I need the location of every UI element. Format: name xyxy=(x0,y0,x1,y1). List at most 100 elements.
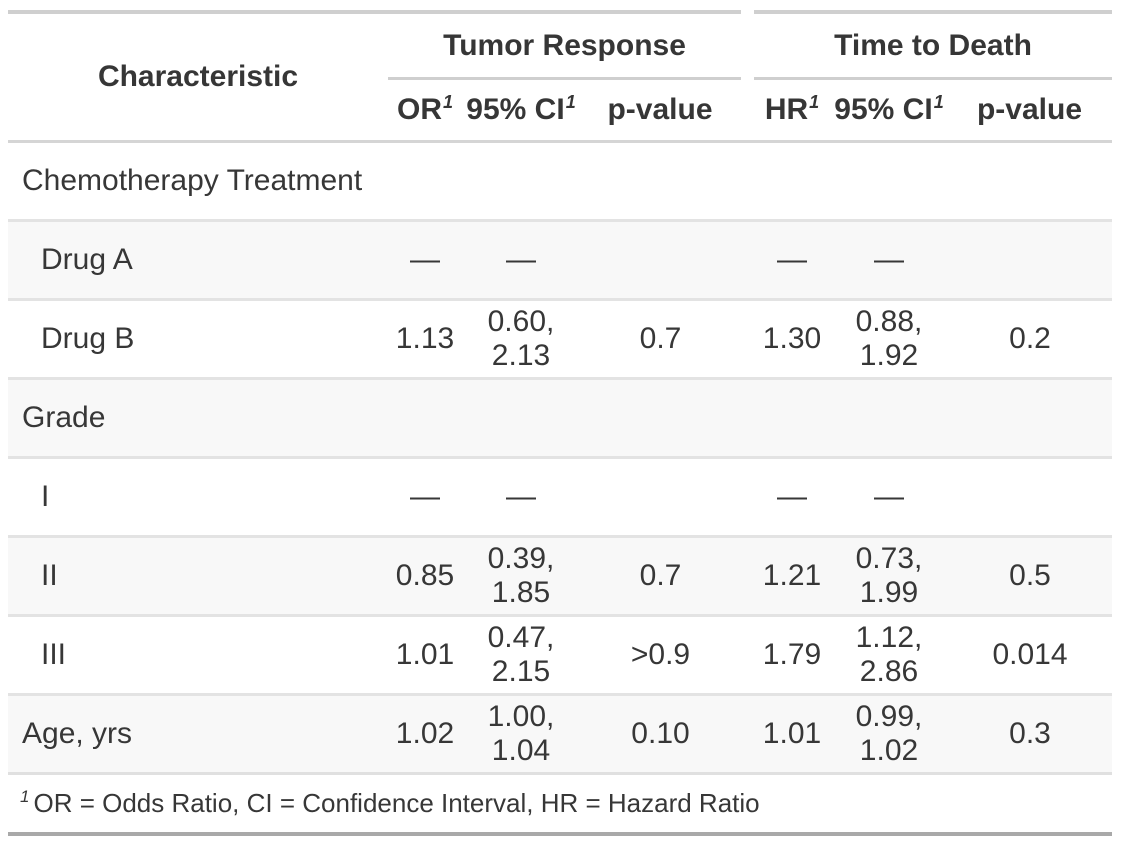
value-cell: — xyxy=(388,456,462,537)
column-group-gap xyxy=(741,12,754,143)
value-cell xyxy=(462,377,580,458)
value-cell: 1.01 xyxy=(388,614,462,695)
characteristic-header: Characteristic xyxy=(8,10,388,143)
value-cell: 0.2 xyxy=(948,298,1112,379)
column-gap xyxy=(741,142,754,221)
column-header-label: OR xyxy=(396,93,442,126)
spanner-time-to-death: Time to Death xyxy=(754,10,1112,80)
value-cell: 0.3 xyxy=(948,693,1112,774)
value-cell: — xyxy=(462,456,580,537)
column-header-row: OR1 95% CI1 p-value HR1 95% CI1 p-value xyxy=(8,78,1112,143)
table-wrapper: Characteristic Tumor Response Time to De… xyxy=(8,10,1112,836)
value-cell: 1.12, 2.86 xyxy=(830,614,948,695)
value-cell: 0.85 xyxy=(388,535,462,616)
value-cell: — xyxy=(830,456,948,537)
value-cell: 0.014 xyxy=(948,614,1112,695)
value-cell: >0.9 xyxy=(580,614,741,695)
footnote-mark xyxy=(1082,92,1083,112)
value-cell xyxy=(580,142,741,221)
value-cell xyxy=(580,219,741,300)
column-header-or: OR1 xyxy=(388,78,462,143)
table-row: Chemotherapy Treatment xyxy=(8,142,1112,221)
value-cell: — xyxy=(830,219,948,300)
value-cell: 0.73, 1.99 xyxy=(830,535,948,616)
column-gap xyxy=(741,219,754,300)
value-cell: 0.47, 2.15 xyxy=(462,614,580,695)
footnote: 1 OR = Odds Ratio, CI = Confidence Interv… xyxy=(8,772,1112,836)
row-label: Chemotherapy Treatment xyxy=(22,164,363,197)
table-row: Drug A — — — — xyxy=(8,219,1112,300)
row-label: III xyxy=(8,614,388,695)
value-cell xyxy=(830,377,948,458)
value-cell xyxy=(948,142,1112,221)
table-row: III 1.01 0.47, 2.15 >0.9 1.79 1.12, 2.86 0.014 xyxy=(8,614,1112,695)
value-cell: 0.99, 1.02 xyxy=(830,693,948,774)
row-label: II xyxy=(8,535,388,616)
value-cell: 0.5 xyxy=(948,535,1112,616)
spanner-row: Characteristic Tumor Response Time to De… xyxy=(8,10,1112,143)
value-cell xyxy=(948,219,1112,300)
value-cell xyxy=(830,142,948,221)
column-header-label: HR xyxy=(764,93,809,126)
value-cell xyxy=(948,377,1112,458)
value-cell xyxy=(580,456,741,537)
value-cell: 0.7 xyxy=(580,535,741,616)
value-cell: — xyxy=(388,219,462,300)
column-header-ci-tumor: 95% CI1 xyxy=(462,78,580,143)
value-cell: 1.00, 1.04 xyxy=(462,693,580,774)
value-cell: 0.7 xyxy=(580,298,741,379)
value-cell: 0.88, 1.92 xyxy=(830,298,948,379)
value-cell: 1.01 xyxy=(754,693,830,774)
column-header-label: 95% CI xyxy=(466,93,565,126)
footnote-mark: 1 xyxy=(809,92,820,112)
row-label: Age, yrs xyxy=(8,693,388,774)
column-gap xyxy=(741,298,754,379)
footnote-mark: 1 xyxy=(933,92,944,112)
value-cell xyxy=(948,456,1112,537)
column-header-label: 95% CI xyxy=(834,93,933,126)
table-footer: 1 OR = Odds Ratio, CI = Confidence Interv… xyxy=(8,772,1112,836)
table-row: I — — — — xyxy=(8,456,1112,537)
footnote-mark: 1 xyxy=(20,787,30,807)
value-cell xyxy=(754,377,830,458)
table-body: Chemotherapy Treatment Drug A — — — — Drug B 1.… xyxy=(8,142,1112,774)
value-cell xyxy=(580,377,741,458)
column-gap xyxy=(741,377,754,458)
column-header-label: p-value xyxy=(607,93,713,126)
column-gap xyxy=(741,535,754,616)
footnote-mark: 1 xyxy=(565,92,576,112)
value-cell xyxy=(388,377,462,458)
table-row: Grade xyxy=(8,377,1112,458)
value-cell: — xyxy=(462,219,580,300)
value-cell: 1.30 xyxy=(754,298,830,379)
value-cell xyxy=(388,142,462,221)
value-cell: 0.39, 1.85 xyxy=(462,535,580,616)
column-header-hr: HR1 xyxy=(754,78,830,143)
table-row: II 0.85 0.39, 1.85 0.7 1.21 0.73, 1.99 0.5 xyxy=(8,535,1112,616)
table-row: Age, yrs 1.02 1.00, 1.04 0.10 1.01 0.99, 1.02… xyxy=(8,693,1112,774)
column-gap xyxy=(741,456,754,537)
row-label: Grade xyxy=(8,377,388,458)
value-cell: 1.79 xyxy=(754,614,830,695)
footnote-mark xyxy=(713,92,714,112)
spanner-tumor-response: Tumor Response xyxy=(388,10,741,80)
value-cell: 1.21 xyxy=(754,535,830,616)
column-header-pvalue-tumor: p-value xyxy=(580,78,741,143)
value-cell: 1.02 xyxy=(388,693,462,774)
row-label: Drug A xyxy=(8,219,388,300)
value-cell: — xyxy=(754,219,830,300)
row-label: Drug B xyxy=(8,298,388,379)
value-cell: 0.60, 2.13 xyxy=(462,298,580,379)
value-cell: 1.13 xyxy=(388,298,462,379)
footnote-row: 1 OR = Odds Ratio, CI = Confidence Interv… xyxy=(8,772,1112,836)
column-gap xyxy=(741,693,754,774)
column-header-label: p-value xyxy=(976,93,1083,126)
column-gap xyxy=(741,614,754,695)
value-cell xyxy=(754,142,830,221)
column-header-ci-death: 95% CI1 xyxy=(830,78,948,143)
footnote-text: OR = Odds Ratio, CI = Confidence Interva… xyxy=(33,788,760,818)
value-cell xyxy=(462,142,580,221)
value-cell: — xyxy=(754,456,830,537)
column-header-pvalue-death: p-value xyxy=(948,78,1112,143)
regression-summary-table: Characteristic Tumor Response Time to De… xyxy=(8,10,1112,836)
